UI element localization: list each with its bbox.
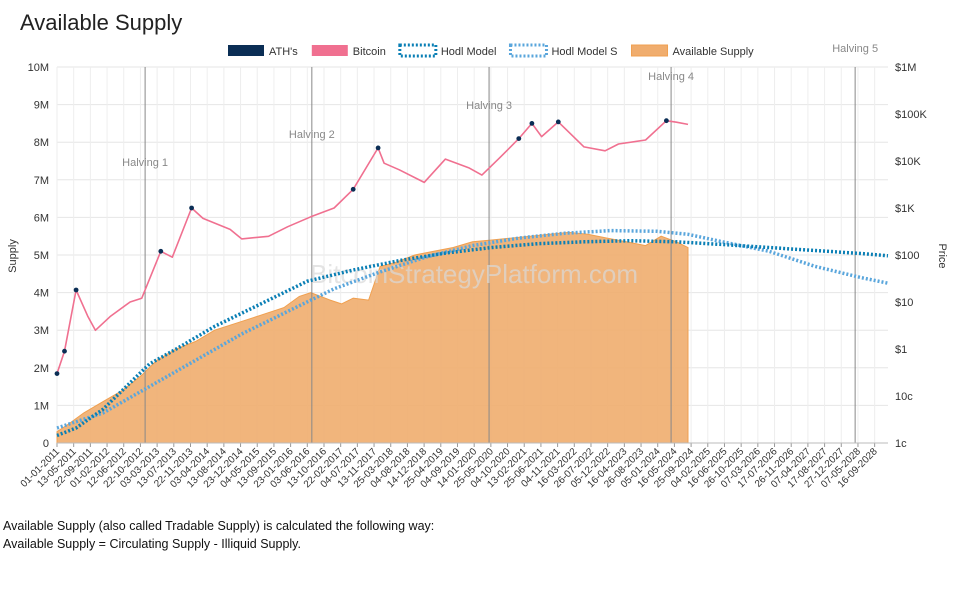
y-tick-label-right: $1M	[895, 62, 916, 74]
y-tick-label-left: 3M	[34, 325, 49, 337]
halving-label: Halving 2	[289, 129, 335, 141]
watermark: BitcoinStrategyPlatform.com	[310, 259, 638, 289]
legend-swatch	[508, 43, 548, 58]
y-tick-label-left: 7M	[34, 175, 49, 187]
y-axis-label-right: Price	[936, 243, 948, 268]
chart-svg: Halving 1 Halving 2 Halving 3 Halving 4 Halv…	[7, 43, 948, 490]
y-tick-label-left: 1M	[34, 400, 49, 412]
ath-marker	[158, 248, 164, 254]
legend-label: Available Supply	[673, 46, 755, 58]
y-tick-label-left: 6M	[34, 212, 49, 224]
legend-swatch	[631, 44, 669, 57]
ath-marker	[54, 371, 60, 376]
legend-label: ATH's	[269, 46, 298, 58]
halving-layer: Halving 1 Halving 2 Halving 3 Halving 4 Halv…	[122, 43, 878, 443]
ath-marker	[516, 136, 522, 142]
legend-label: Hodl Model	[441, 46, 497, 58]
legend-item[interactable]: Hodl Model S	[508, 43, 618, 58]
y-tick-label-right: $100	[895, 250, 919, 262]
description-line-1: Available Supply (also called Tradable S…	[3, 519, 435, 533]
bitcoin-price-line	[56, 119, 689, 374]
ath-marker	[375, 145, 381, 151]
description-line-2: Available Supply = Circulating Supply - …	[3, 537, 301, 551]
ath-marker	[73, 287, 79, 293]
ath-marker	[189, 205, 195, 211]
y-tick-label-right: 1c	[895, 438, 907, 450]
legend-item[interactable]: Hodl Model	[398, 43, 497, 58]
y-tick-label-left: 0	[43, 438, 49, 450]
chart-title: Available Supply	[20, 10, 183, 35]
halving-label: Halving 5	[832, 43, 878, 55]
legend-label: Bitcoin	[353, 46, 386, 58]
y-tick-label-right: $1	[895, 344, 907, 356]
legend-swatch	[228, 45, 264, 56]
halving-label: Halving 1	[122, 157, 168, 169]
y-tick-label-right: $10K	[895, 156, 921, 168]
y-tick-label-left: 10M	[28, 62, 49, 74]
legend-item[interactable]: ATH's	[228, 45, 298, 58]
y-tick-label-right: 10c	[895, 391, 913, 403]
y-tick-label-right: $10	[895, 297, 913, 309]
y-axis-label-left: Supply	[7, 239, 19, 273]
y-tick-label-right: $1K	[895, 203, 915, 215]
hodl-model-line	[56, 238, 889, 438]
legend-item[interactable]: Bitcoin	[311, 45, 386, 58]
ath-marker	[350, 186, 356, 192]
legend-item[interactable]: Available Supply	[631, 44, 755, 58]
axis-layer: 0 1M 2M 3M 4M 5M 6M 7M 8M 9M 10M 1c 10c $1 $10 $100 $1K $…	[19, 62, 928, 490]
halving-label: Halving 4	[648, 71, 694, 83]
y-tick-label-left: 4M	[34, 288, 49, 300]
legend-swatch	[398, 43, 438, 58]
y-tick-label-left: 9M	[34, 100, 49, 112]
y-tick-label-left: 2M	[34, 363, 49, 375]
y-tick-label-left: 5M	[34, 250, 49, 262]
legend-label: Hodl Model S	[551, 46, 617, 58]
y-tick-label-left: 8M	[34, 137, 49, 149]
legend-swatch	[311, 45, 348, 56]
line-layer	[54, 118, 889, 438]
legend[interactable]: ATH's Bitcoin Hodl Model Hodl Model S Availa…	[228, 43, 755, 58]
halving-label: Halving 3	[466, 100, 512, 112]
ath-marker	[529, 121, 535, 126]
ath-marker	[62, 348, 67, 354]
ath-marker	[555, 119, 561, 125]
ath-marker	[664, 118, 669, 124]
y-tick-label-right: $100K	[895, 109, 927, 121]
